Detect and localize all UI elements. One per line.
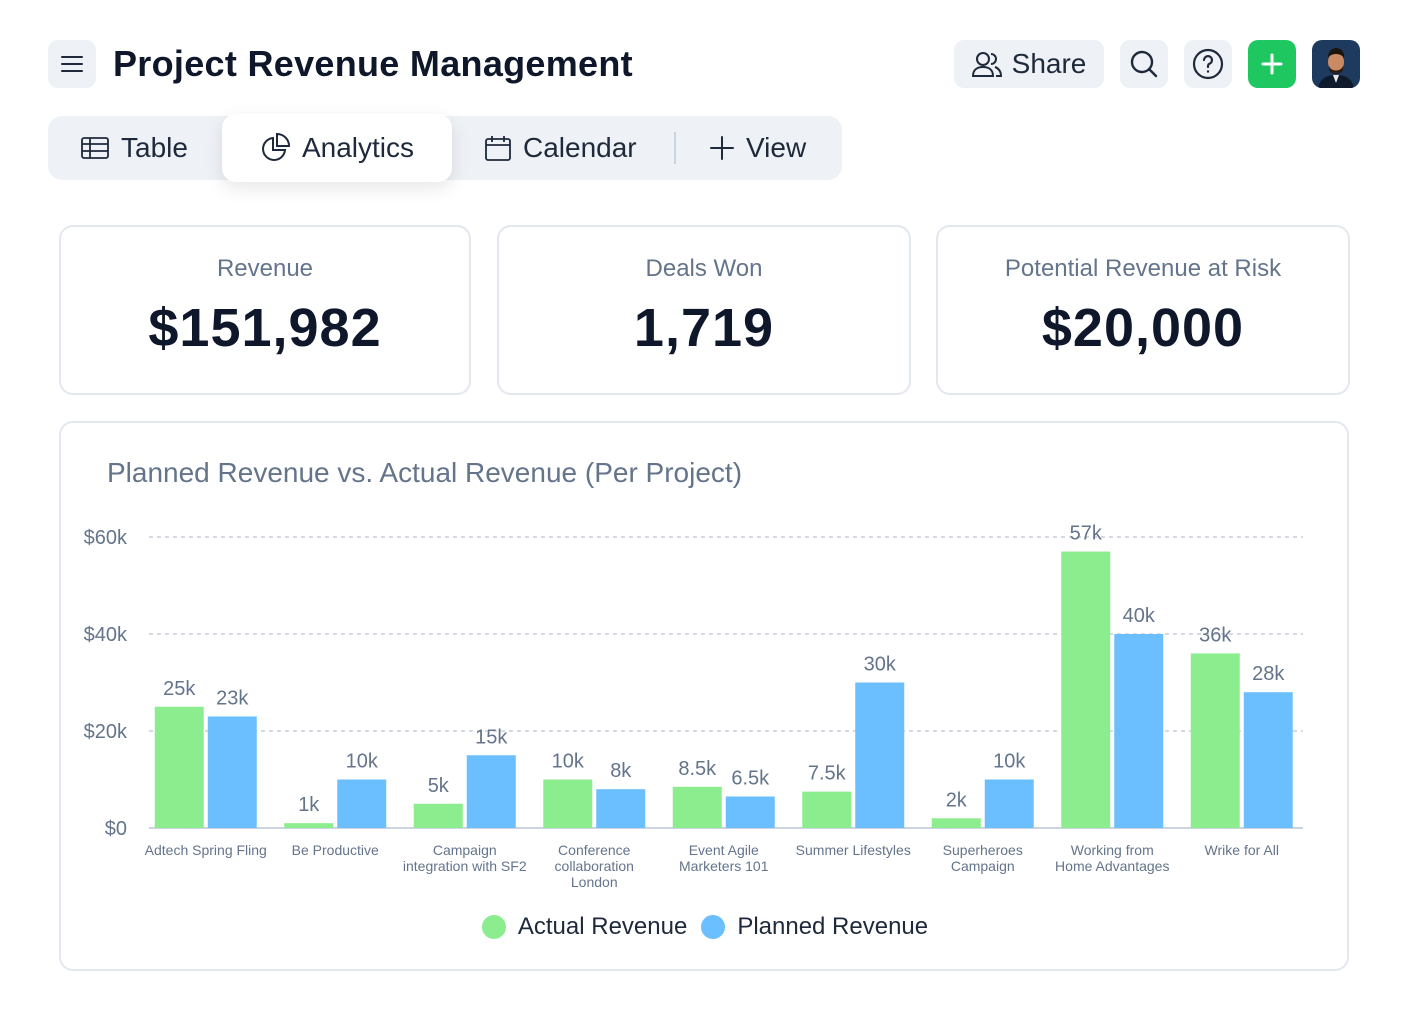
legend-item: Planned Revenue bbox=[701, 913, 928, 941]
bar bbox=[1061, 551, 1111, 828]
share-button[interactable]: Share bbox=[954, 40, 1104, 88]
menu-icon bbox=[61, 56, 83, 72]
tab-calendar[interactable]: Calendar bbox=[485, 116, 637, 180]
bar bbox=[284, 823, 334, 828]
tab-table[interactable]: Table bbox=[81, 116, 188, 180]
view-tabs: Table Analytics Calendar View bbox=[48, 114, 842, 182]
bar bbox=[1114, 634, 1164, 828]
data-label: 5k bbox=[428, 775, 450, 797]
help-button[interactable] bbox=[1184, 40, 1232, 88]
kpi-label: Deals Won bbox=[645, 255, 763, 282]
analytics-icon bbox=[262, 133, 290, 161]
help-icon bbox=[1192, 48, 1224, 80]
kpi-value: 1,719 bbox=[633, 298, 775, 358]
search-button[interactable] bbox=[1120, 40, 1168, 88]
y-tick-label: $40k bbox=[84, 624, 128, 646]
data-label: 6.5k bbox=[731, 767, 770, 789]
share-label: Share bbox=[1011, 48, 1087, 79]
add-icon bbox=[1261, 53, 1283, 75]
data-label: 7.5k bbox=[808, 763, 847, 785]
kpi-value: $151,982 bbox=[148, 298, 382, 358]
kpi-card: Potential Revenue at Risk $20,000 bbox=[936, 225, 1350, 395]
bar bbox=[413, 803, 463, 828]
legend-label: Planned Revenue bbox=[737, 913, 929, 940]
data-label: 8.5k bbox=[678, 758, 717, 780]
tab-label: View bbox=[746, 132, 807, 163]
y-tick-label: $0 bbox=[105, 818, 127, 840]
bar bbox=[984, 779, 1034, 828]
x-tick-label: Conference collaboration London bbox=[554, 842, 634, 890]
tab-label: Table bbox=[121, 132, 188, 163]
tab-add-view[interactable]: View bbox=[710, 116, 806, 180]
kpi-card: Deals Won 1,719 bbox=[497, 225, 911, 395]
bar bbox=[1190, 653, 1240, 828]
data-label: 23k bbox=[216, 687, 249, 709]
table-icon bbox=[81, 137, 109, 159]
bar bbox=[466, 755, 516, 828]
bar bbox=[337, 779, 387, 828]
x-tick-label: Working from Home Advantages bbox=[1055, 842, 1170, 874]
user-avatar[interactable] bbox=[1312, 40, 1360, 88]
x-tick-label: Campaign integration with SF2 bbox=[402, 842, 527, 874]
bar bbox=[855, 682, 905, 828]
x-tick-label: Wrike for All bbox=[1204, 842, 1279, 858]
legend-swatch bbox=[701, 915, 726, 939]
bar bbox=[207, 716, 257, 828]
calendar-icon bbox=[485, 136, 511, 161]
chart-title: Planned Revenue vs. Actual Revenue (Per … bbox=[107, 457, 743, 488]
kpi-label: Potential Revenue at Risk bbox=[1004, 255, 1282, 282]
data-label: 10k bbox=[993, 751, 1026, 773]
bar bbox=[802, 791, 852, 828]
bar bbox=[154, 706, 204, 828]
legend-swatch bbox=[481, 915, 506, 939]
x-tick-label: Summer Lifestyles bbox=[795, 842, 911, 858]
tab-label: Analytics bbox=[301, 132, 415, 163]
plus-icon bbox=[710, 136, 734, 160]
search-icon bbox=[1130, 50, 1158, 78]
tab-divider bbox=[674, 132, 676, 164]
x-tick-label: Event Agile Marketers 101 bbox=[679, 842, 769, 874]
x-tick-label: Be Productive bbox=[291, 842, 379, 858]
tab-analytics[interactable]: Analytics bbox=[222, 114, 452, 182]
bar bbox=[672, 786, 722, 828]
data-label: 15k bbox=[475, 726, 508, 748]
data-label: 1k bbox=[298, 794, 320, 816]
bar bbox=[543, 779, 593, 828]
bar bbox=[596, 789, 646, 828]
data-label: 28k bbox=[1252, 663, 1285, 685]
y-tick-label: $60k bbox=[84, 527, 128, 549]
kpi-label: Revenue bbox=[216, 255, 314, 282]
y-tick-label: $20k bbox=[84, 721, 128, 743]
data-label: 57k bbox=[1070, 523, 1103, 545]
chart: $0 $20k $40k $60k 25k 23k 1k 10k 5k 15k 10k 8k 8.5k 6… bbox=[84, 523, 1303, 840]
page-title: Project Revenue Management bbox=[113, 43, 633, 84]
x-tick-label: Adtech Spring Fling bbox=[144, 842, 267, 858]
data-label: 10k bbox=[552, 751, 585, 773]
kpi-value: $20,000 bbox=[1041, 298, 1245, 358]
data-label: 25k bbox=[163, 678, 196, 700]
legend-item: Actual Revenue bbox=[481, 913, 688, 941]
share-icon bbox=[971, 52, 1002, 77]
menu-button[interactable] bbox=[48, 40, 96, 88]
data-label: 40k bbox=[1123, 605, 1156, 627]
data-label: 30k bbox=[864, 654, 897, 676]
data-label: 2k bbox=[946, 789, 968, 811]
x-tick-label: Superheroes Campaign bbox=[942, 842, 1023, 874]
bar bbox=[1243, 692, 1293, 828]
chart-card: Planned Revenue vs. Actual Revenue (Per … bbox=[59, 421, 1349, 971]
legend-label: Actual Revenue bbox=[517, 913, 688, 940]
bar bbox=[931, 818, 981, 828]
kpi-card: Revenue $151,982 bbox=[59, 225, 471, 395]
bar bbox=[725, 796, 775, 828]
add-button[interactable] bbox=[1248, 40, 1296, 88]
legend: Actual Revenue Planned Revenue bbox=[61, 913, 1349, 941]
data-label: 8k bbox=[610, 760, 632, 782]
avatar-image bbox=[1318, 48, 1354, 88]
data-label: 36k bbox=[1199, 624, 1232, 646]
data-label: 10k bbox=[346, 751, 379, 773]
tab-label: Calendar bbox=[523, 132, 637, 163]
